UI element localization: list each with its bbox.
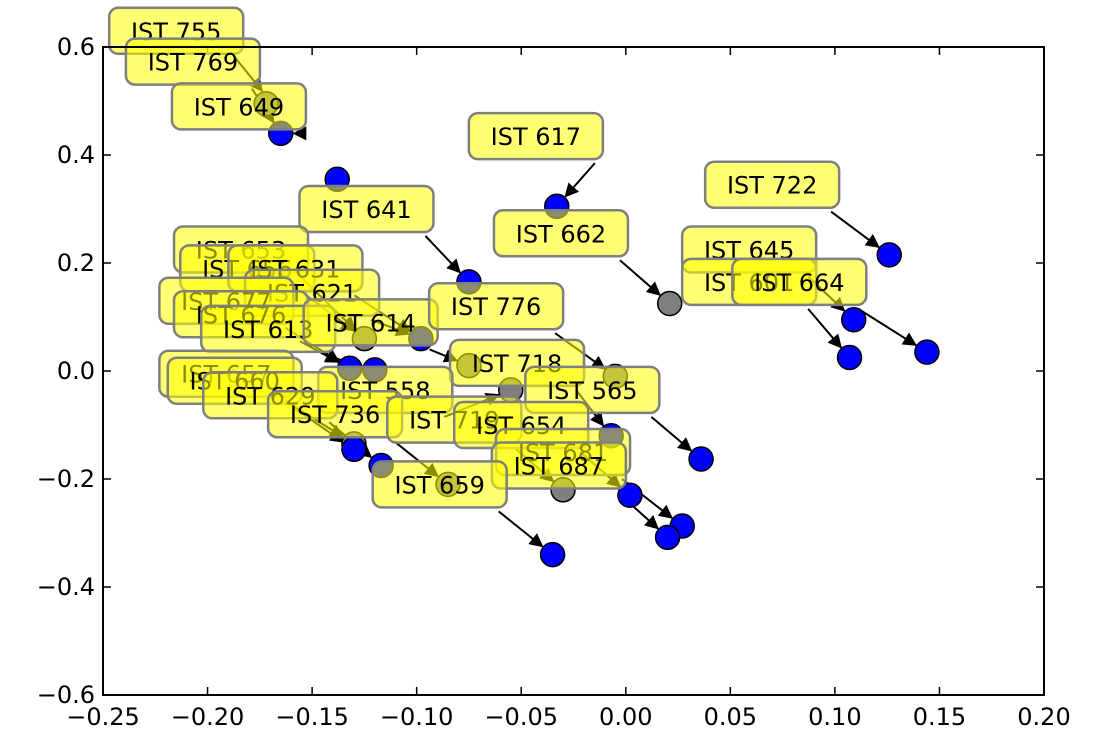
x-tick-label: 0.05 [704,703,757,731]
annotation: IST 664 [731,257,868,307]
plot-frame [102,46,1045,696]
data-point [688,446,714,472]
annotation: IST 722 [703,160,841,209]
annotation-label: IST 687 [514,453,604,481]
annotation: IST 649 [170,82,308,131]
data-point [656,290,683,317]
annotation: IST 769 [124,37,262,86]
annotation-box [170,82,308,131]
data-point [654,524,681,551]
annotation-label: IST 614 [325,309,415,337]
annotation-arrow [807,308,843,349]
axes: −0.25 −0.20 −0.15 −0.10 −0.05 0.00 0.05 0.10 0.1… [37,33,1071,731]
annotation-arrow [619,259,661,296]
annotation-box [371,460,508,509]
y-tick-label: 0.4 [57,141,95,169]
x-tick-label: −0.05 [484,703,558,731]
annotation-arrow [424,235,461,274]
data-point [914,339,940,365]
y-tick-label: −0.6 [37,681,95,709]
y-tick-label: −0.2 [37,465,95,493]
data-point [840,306,867,333]
annotation-label: IST 662 [516,220,606,248]
data-point [539,541,566,568]
x-tick-label: 0.10 [808,703,861,731]
y-tick-label: 0.6 [57,33,95,61]
annotation-box [467,111,605,161]
data-point [836,344,863,371]
data-point [876,242,903,268]
annotation-arrow [857,308,918,347]
annotation-label: IST 641 [321,196,411,224]
y-tick-label: −0.4 [37,573,95,601]
annotation: IST 662 [492,209,630,258]
annotation-label: IST 659 [394,471,484,499]
annotation: IST 776 [427,281,565,331]
annotation-label: IST 565 [547,377,637,405]
annotation-arrow [564,162,596,198]
x-tick-label: −0.20 [171,703,245,731]
annotation-label: IST 736 [290,401,380,429]
annotation-box [427,281,565,331]
annotation-label: IST 664 [754,269,844,297]
annotation-arrow [830,210,880,248]
x-tick-label: −0.15 [275,703,349,731]
annotation: IST 641 [298,184,435,234]
annotation: IST 659 [371,460,508,509]
annotation-label: IST 769 [148,49,238,77]
x-tick-label: −0.25 [66,703,140,731]
y-tick-label: 0.0 [57,357,95,385]
y-tick-label: 0.2 [57,249,95,277]
annotation: IST 736 [266,389,404,439]
annotation-label: IST 722 [727,172,817,200]
annotation-label: IST 613 [223,316,313,344]
x-tick-label: 0.00 [599,703,652,731]
annotation-label: IST 617 [491,123,581,151]
data-point [617,482,643,508]
annotation-box [492,209,630,258]
annotation-label: IST 649 [194,93,284,121]
annotation-label: IST 776 [451,293,541,321]
annotation-box [731,257,868,307]
data-point [341,436,367,463]
x-tick-label: 0.20 [1017,703,1070,731]
x-tick-label: 0.15 [913,703,966,731]
annotation: IST 613 [199,304,337,354]
x-tick-label: −0.10 [380,703,454,731]
annotation: IST 617 [467,111,605,161]
annotation-box [298,184,435,234]
annotation-arrow [650,416,693,452]
annotation-box [703,160,841,209]
annotation-arrow [498,510,544,548]
annotation: IST 687 [490,441,628,490]
annotation: IST 614 [302,298,439,347]
